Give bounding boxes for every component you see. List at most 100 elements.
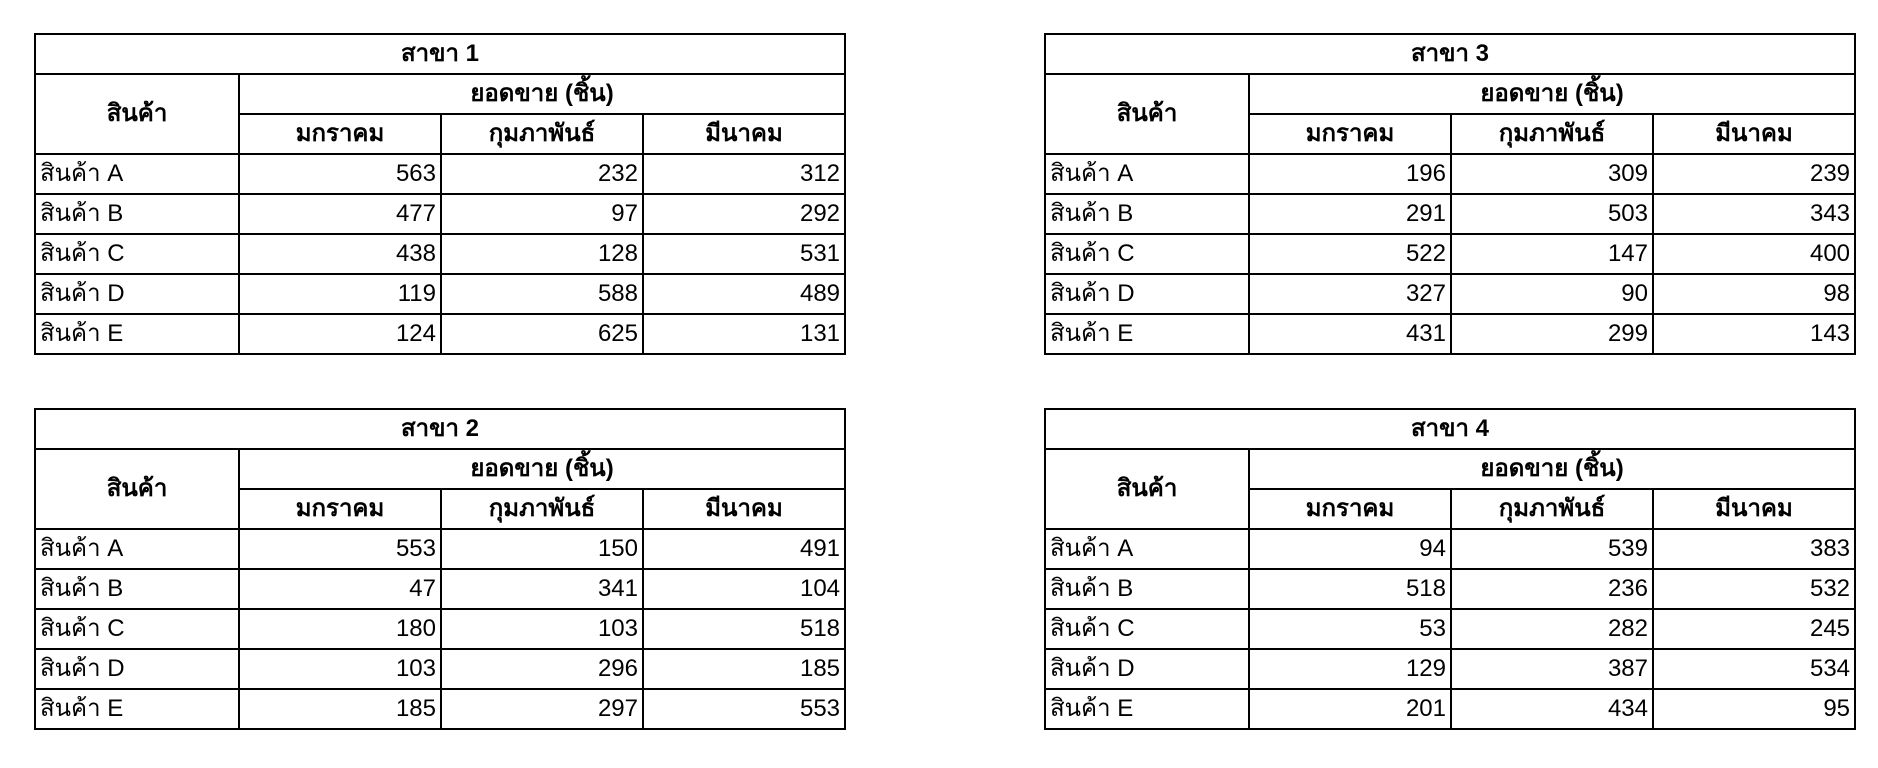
month-header: กุมภาพันธ์	[440, 113, 644, 155]
table-row: สินค้า B 477 97 292	[34, 193, 847, 235]
month-header: มกราคม	[238, 113, 442, 155]
sales-value-cell: 129	[1248, 648, 1452, 690]
table-row: สินค้า B 47 341 104	[34, 568, 847, 610]
sales-value-cell: 147	[1450, 233, 1654, 275]
table-row: สินค้า D 129 387 534	[1044, 648, 1857, 690]
product-name-cell: สินค้า D	[34, 648, 240, 690]
table-row: สินค้า C 53 282 245	[1044, 608, 1857, 650]
product-name-cell: สินค้า A	[34, 528, 240, 570]
header-row: สินค้า ยอดขาย (ชิ้น)	[34, 73, 847, 155]
sales-value-cell: 97	[440, 193, 644, 235]
table-row: สินค้า A 553 150 491	[34, 528, 847, 570]
branch-title: สาขา 4	[1043, 408, 1857, 450]
sales-value-cell: 196	[1248, 153, 1452, 195]
sales-value-cell: 103	[238, 648, 442, 690]
sales-value-cell: 150	[440, 528, 644, 570]
month-header-row: มกราคม กุมภาพันธ์ มีนาคม	[1045, 488, 1857, 530]
month-header: กุมภาพันธ์	[1450, 113, 1654, 155]
sales-value-cell: 103	[440, 608, 644, 650]
sales-value-cell: 522	[1248, 233, 1452, 275]
table-row: สินค้า A 94 539 383	[1044, 528, 1857, 570]
month-header-row: มกราคม กุมภาพันธ์ มีนาคม	[35, 488, 847, 530]
product-name-cell: สินค้า E	[34, 688, 240, 730]
month-header-row: มกราคม กุมภาพันธ์ มีนาคม	[1045, 113, 1857, 155]
sales-value-cell: 53	[1248, 608, 1452, 650]
sales-value-cell: 531	[641, 233, 847, 275]
sales-value-cell: 503	[1450, 193, 1654, 235]
sales-value-cell: 47	[238, 568, 442, 610]
branch-table: สาขา 3 สินค้า ยอดขาย (ชิ้น) มกราคม กุมภาพันธ…	[1043, 33, 1857, 355]
sales-value-cell: 312	[641, 153, 847, 195]
product-name-cell: สินค้า B	[1044, 193, 1250, 235]
table-row: สินค้า B 291 503 343	[1044, 193, 1857, 235]
sales-value-cell: 438	[238, 233, 442, 275]
sales-value-cell: 518	[641, 608, 847, 650]
branch-table: สาขา 2 สินค้า ยอดขาย (ชิ้น) มกราคม กุมภาพันธ…	[33, 408, 847, 730]
table-row: สินค้า A 196 309 239	[1044, 153, 1857, 195]
sales-value-cell: 491	[641, 528, 847, 570]
sales-value-cell: 553	[238, 528, 442, 570]
table-row: สินค้า C 522 147 400	[1044, 233, 1857, 275]
month-header: กุมภาพันธ์	[440, 488, 644, 530]
sales-value-cell: 292	[641, 193, 847, 235]
table-title-row: สาขา 1	[33, 33, 847, 75]
branch-title: สาขา 1	[33, 33, 847, 75]
month-header: มกราคม	[1248, 488, 1452, 530]
sales-value-cell: 128	[440, 233, 644, 275]
table-row: สินค้า E 124 625 131	[34, 313, 847, 355]
product-name-cell: สินค้า C	[1044, 233, 1250, 275]
sales-value-cell: 90	[1450, 273, 1654, 315]
sales-value-cell: 119	[238, 273, 442, 315]
table-row: สินค้า D 119 588 489	[34, 273, 847, 315]
product-name-cell: สินค้า D	[1044, 273, 1250, 315]
sales-value-cell: 185	[238, 688, 442, 730]
sales-value-cell: 383	[1651, 528, 1857, 570]
sales-value-cell: 95	[1651, 688, 1857, 730]
product-name-cell: สินค้า A	[34, 153, 240, 195]
product-column-header: สินค้า	[1044, 73, 1250, 155]
product-name-cell: สินค้า D	[1044, 648, 1250, 690]
month-header-row: มกราคม กุมภาพันธ์ มีนาคม	[35, 113, 847, 155]
sales-value-cell: 296	[440, 648, 644, 690]
product-column-header: สินค้า	[34, 448, 240, 530]
month-header: มีนาคม	[641, 488, 847, 530]
product-column-header: สินค้า	[34, 73, 240, 155]
product-name-cell: สินค้า E	[1044, 313, 1250, 355]
month-header: กุมภาพันธ์	[1450, 488, 1654, 530]
table-row: สินค้า D 103 296 185	[34, 648, 847, 690]
product-name-cell: สินค้า B	[34, 568, 240, 610]
sales-value-cell: 94	[1248, 528, 1452, 570]
sales-value-cell: 236	[1450, 568, 1654, 610]
table-row: สินค้า E 201 434 95	[1044, 688, 1857, 730]
sales-value-cell: 245	[1651, 608, 1857, 650]
branch-title: สาขา 2	[33, 408, 847, 450]
sales-value-cell: 180	[238, 608, 442, 650]
month-header: มีนาคม	[1651, 488, 1857, 530]
sales-value-cell: 400	[1651, 233, 1857, 275]
sales-value-cell: 563	[238, 153, 442, 195]
sales-value-cell: 588	[440, 273, 644, 315]
branch-table: สาขา 4 สินค้า ยอดขาย (ชิ้น) มกราคม กุมภาพันธ…	[1043, 408, 1857, 730]
sales-value-cell: 282	[1450, 608, 1654, 650]
sales-value-cell: 327	[1248, 273, 1452, 315]
sales-value-cell: 489	[641, 273, 847, 315]
sales-value-cell: 309	[1450, 153, 1654, 195]
sales-header: ยอดขาย (ชิ้น)	[237, 448, 847, 490]
sales-value-cell: 532	[1651, 568, 1857, 610]
table-row: สินค้า A 563 232 312	[34, 153, 847, 195]
month-header: มกราคม	[238, 488, 442, 530]
product-name-cell: สินค้า C	[1044, 608, 1250, 650]
header-row: สินค้า ยอดขาย (ชิ้น)	[1044, 73, 1857, 155]
product-name-cell: สินค้า C	[34, 233, 240, 275]
table-row: สินค้า C 438 128 531	[34, 233, 847, 275]
sales-value-cell: 98	[1651, 273, 1857, 315]
header-row: สินค้า ยอดขาย (ชิ้น)	[1044, 448, 1857, 530]
month-header: มีนาคม	[1651, 113, 1857, 155]
sales-value-cell: 185	[641, 648, 847, 690]
branch-title: สาขา 3	[1043, 33, 1857, 75]
table-row: สินค้า E 431 299 143	[1044, 313, 1857, 355]
product-name-cell: สินค้า D	[34, 273, 240, 315]
sales-value-cell: 143	[1651, 313, 1857, 355]
sales-value-cell: 477	[238, 193, 442, 235]
sales-header: ยอดขาย (ชิ้น)	[1247, 448, 1857, 490]
